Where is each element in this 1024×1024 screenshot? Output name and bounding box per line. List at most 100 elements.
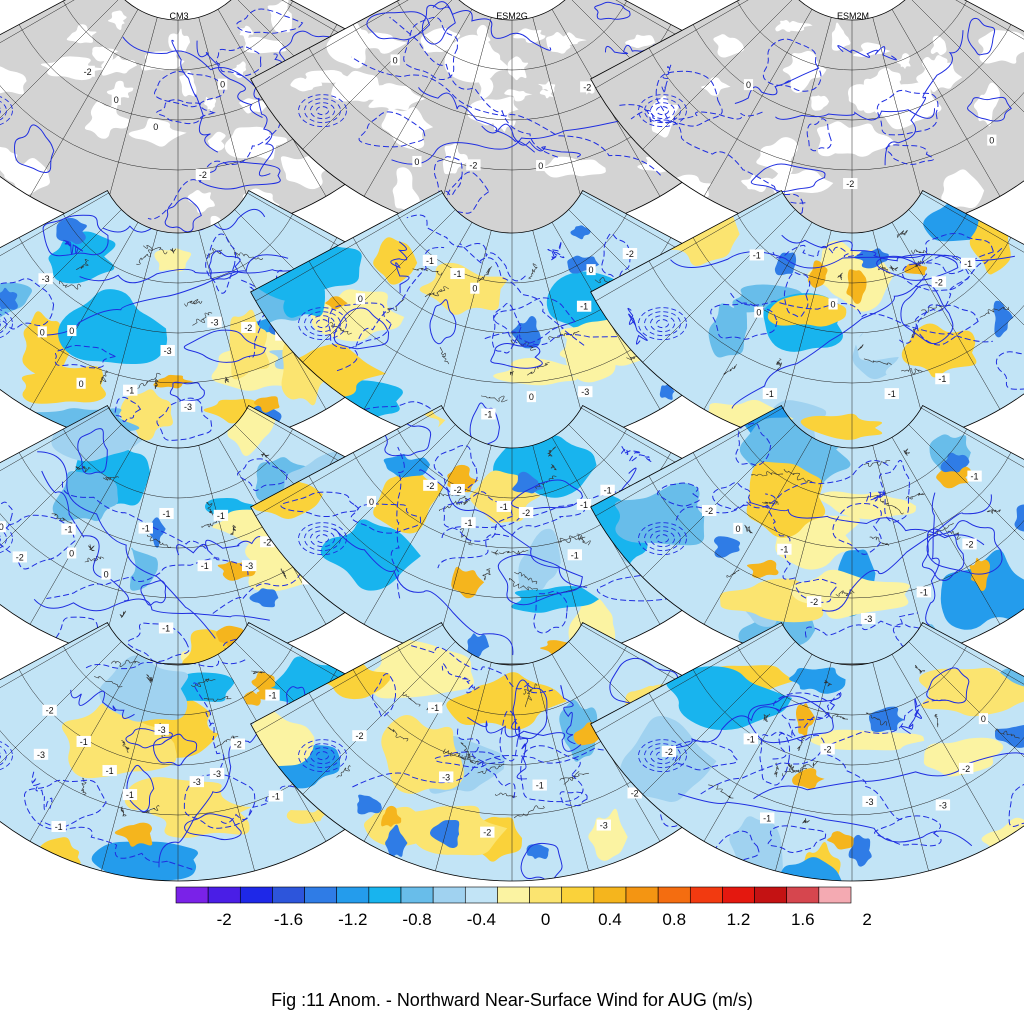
- contour-label: -1: [971, 472, 979, 482]
- contour-label: -2: [846, 179, 854, 189]
- contour-label-bg: [526, 391, 536, 403]
- trough-contour: [650, 102, 675, 120]
- contour-label-bg: [733, 522, 743, 534]
- zero-contour: [884, 30, 964, 166]
- negative-contour: [31, 771, 53, 811]
- contour-label: 0: [981, 714, 986, 724]
- contour-labels: 0 -2 0: [743, 79, 997, 190]
- negative-contour: [0, 278, 55, 330]
- trough-contour: [304, 526, 341, 552]
- anomaly-region: [91, 841, 199, 881]
- coastline: [134, 372, 161, 390]
- anomaly-region: [789, 667, 846, 694]
- ocean-patch: [478, 73, 494, 99]
- contour-label: -3: [442, 772, 450, 782]
- contour-label: -3: [184, 402, 192, 412]
- negative-contour: [533, 590, 568, 634]
- ocean-patch: [267, 0, 292, 33]
- coastline: [774, 762, 779, 778]
- negative-contour: [156, 99, 216, 125]
- contour-label: -2: [46, 706, 54, 716]
- contour-label: -2: [631, 788, 639, 798]
- coastline: [787, 762, 795, 773]
- contour-label: -3: [158, 725, 166, 735]
- positive-contour: [967, 96, 1013, 122]
- contour-label: 0: [746, 80, 751, 90]
- trough-contour: [298, 739, 347, 773]
- contour-label: -1: [201, 561, 209, 571]
- trough-contour: [644, 98, 681, 124]
- anomaly-region: [777, 857, 842, 882]
- coastline: [121, 739, 130, 753]
- ocean-patch: [765, 169, 834, 196]
- trough-contour: [644, 743, 681, 769]
- figure-caption: Fig :11 Anom. - Northward Near-Surface W…: [271, 990, 753, 1010]
- colorbar-swatch: [336, 886, 370, 904]
- contour-label-bg: [916, 586, 932, 598]
- coastline: [102, 476, 120, 481]
- contour-label-bg: [160, 344, 175, 356]
- ocean-patch: [543, 156, 606, 178]
- contour-label: -1: [106, 766, 114, 776]
- coastline: [498, 549, 529, 555]
- coastline: [169, 247, 176, 254]
- coastline: [857, 344, 864, 351]
- negative-contour: [372, 673, 396, 718]
- contour-label: -1: [426, 256, 434, 266]
- zero-contour: [900, 698, 923, 735]
- ocean-patch: [852, 42, 891, 57]
- colorbar-swatch: [657, 886, 691, 904]
- contour-label: -1: [580, 500, 588, 510]
- positive-contour: [140, 580, 167, 606]
- colorbar-tick-label: 1.2: [727, 910, 751, 929]
- ocean-patch: [84, 101, 130, 139]
- coastline: [439, 347, 450, 365]
- ocean-patch: [973, 82, 1000, 127]
- zero-contour: [63, 239, 83, 255]
- colorbar-swatch: [400, 886, 434, 904]
- contour-label: -1: [162, 623, 170, 633]
- anomaly-core: [429, 820, 460, 849]
- coastline: [402, 691, 421, 707]
- coastline: [230, 524, 237, 535]
- negative-contour: [411, 645, 553, 694]
- ocean-patch: [700, 77, 731, 96]
- contour-label: -3: [37, 750, 45, 760]
- contour-label: -2: [824, 745, 832, 755]
- ocean-patch: [978, 30, 1024, 64]
- anomaly-region: [88, 505, 136, 587]
- anomaly-core: [466, 633, 490, 660]
- contour-label: -2: [426, 481, 434, 491]
- anomaly-region: [493, 357, 585, 386]
- contour-label-bg: [962, 538, 977, 550]
- contour-label: 0: [756, 308, 761, 318]
- ocean-patch: [941, 169, 985, 209]
- contour-label-bg: [935, 799, 951, 811]
- ocean-patch: [244, 36, 287, 54]
- ocean-patch: [928, 55, 949, 76]
- contour-label: -1: [753, 250, 761, 260]
- negative-contour: [437, 506, 586, 569]
- negative-contour: [441, 663, 480, 694]
- positive-contour: [383, 419, 432, 457]
- negative-contour: [390, 446, 405, 599]
- map-frame: [590, 0, 1024, 237]
- negative-contour: [434, 751, 505, 768]
- coastline: [791, 760, 819, 774]
- trough-contour: [650, 530, 675, 548]
- zero-contour: [678, 793, 973, 847]
- map-panel-2041-2070-ESM2M: -2 0 -1 -2 -3 -1 -2 -1: [590, 405, 1024, 665]
- anomaly-region: [493, 435, 597, 498]
- map-panel-2071-2100-CM3: -2 -3 -1 -1 -1 -1 -3 -3 -3 -2 -1 -2 -1 -1: [0, 622, 440, 882]
- positive-contour: [511, 479, 584, 510]
- colorbar-swatch: [754, 886, 788, 904]
- anomaly-core: [526, 844, 549, 860]
- ocean-patch: [557, 32, 587, 47]
- contour-label-bg: [820, 743, 835, 755]
- contour-label: 0: [393, 55, 398, 65]
- contour-label: 0: [114, 95, 119, 105]
- coastline: [763, 713, 770, 722]
- contour-label-bg: [180, 400, 196, 412]
- negative-contour: [54, 345, 118, 369]
- contour-label-bg: [466, 159, 481, 171]
